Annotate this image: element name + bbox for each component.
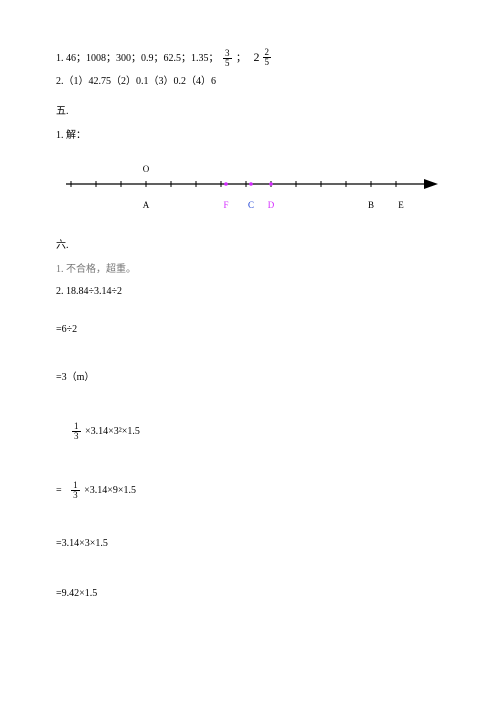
mixed-den: 5 (263, 58, 272, 67)
nl-label-E: E (398, 198, 404, 212)
q6-expr-1: 1 3 ×3.14×3²×1.5 (56, 422, 444, 441)
mixed-frac: 2 5 (263, 48, 272, 67)
frac-den: 3 (72, 432, 81, 441)
answers-line-2: 2.（1）42.75（2）0.1（3）0.2（4）6 (56, 74, 444, 90)
nl-label-F: F (223, 198, 228, 212)
q6-step-1: =6÷2 (56, 322, 444, 338)
numberline-upper-labels: O (46, 162, 454, 176)
page-body: 1. 46；1008；300；0.9；62.5；1.35； 3 5 ； 2 2 … (0, 0, 500, 622)
numberline-svg (46, 176, 446, 192)
q6-step-5: =3.14×3×1.5 (56, 536, 444, 552)
numberline-lower-labels: A F CD B E (46, 198, 454, 212)
section-5-title: 五. (56, 104, 444, 120)
mixed-2-2-5: 2 2 5 (254, 48, 274, 67)
fraction-3-5: 3 5 (223, 49, 232, 68)
q6-line1: 1. 不合格，超重。 (56, 262, 444, 278)
nl-label-C: C (248, 198, 254, 212)
expr1-tail: ×3.14×3²×1.5 (85, 426, 140, 437)
q6-expr-2: = 1 3 ×3.14×9×1.5 (56, 481, 444, 500)
nl-label-A: A (143, 198, 150, 212)
number-line: O A F CD B E (46, 162, 454, 212)
frac-den: 5 (223, 59, 232, 68)
q6-step-2: =3（m） (56, 370, 444, 386)
frac-den: 3 (71, 491, 80, 500)
section-6-title: 六. (56, 238, 444, 254)
answers-line-1: 1. 46；1008；300；0.9；62.5；1.35； 3 5 ； 2 2 … (56, 48, 444, 68)
expr2-eq: = (56, 485, 64, 496)
line1-prefix: 1. 46；1008；300；0.9；62.5；1.35； (56, 53, 219, 64)
section-5-sub: 1. 解： (56, 128, 444, 144)
fraction-1-3-a: 1 3 (72, 422, 81, 441)
fraction-1-3-b: 1 3 (71, 481, 80, 500)
q6-step-6: =9.42×1.5 (56, 586, 444, 602)
mixed-whole: 2 (254, 48, 260, 67)
q6-line2: 2. 18.84÷3.14÷2 (56, 284, 444, 300)
separator: ； (236, 53, 246, 64)
expr2-tail: ×3.14×9×1.5 (84, 485, 136, 496)
nl-label-D: D (268, 198, 275, 212)
nl-label-B: B (368, 198, 374, 212)
nl-label-O: O (143, 162, 150, 176)
